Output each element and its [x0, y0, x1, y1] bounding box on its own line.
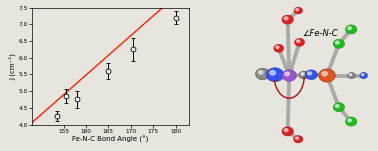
- Circle shape: [282, 70, 296, 81]
- Circle shape: [256, 68, 270, 80]
- Circle shape: [299, 71, 309, 79]
- Circle shape: [322, 72, 327, 76]
- Circle shape: [345, 25, 357, 34]
- Circle shape: [282, 15, 293, 24]
- Circle shape: [297, 40, 300, 42]
- Circle shape: [284, 129, 288, 132]
- Circle shape: [284, 17, 288, 20]
- Circle shape: [270, 71, 275, 75]
- Circle shape: [308, 72, 311, 75]
- Circle shape: [360, 72, 367, 79]
- Circle shape: [285, 72, 290, 76]
- Circle shape: [296, 9, 298, 11]
- Circle shape: [361, 74, 364, 76]
- Y-axis label: J (cm⁻¹): J (cm⁻¹): [9, 53, 17, 79]
- X-axis label: Fe-N-C Bond Angle (°): Fe-N-C Bond Angle (°): [72, 136, 149, 143]
- Circle shape: [336, 41, 339, 44]
- Circle shape: [305, 70, 318, 80]
- Circle shape: [294, 136, 303, 143]
- Circle shape: [301, 73, 304, 75]
- Circle shape: [333, 103, 345, 112]
- Circle shape: [336, 104, 339, 107]
- Circle shape: [349, 74, 352, 76]
- Circle shape: [348, 119, 352, 122]
- Circle shape: [296, 137, 298, 139]
- Circle shape: [345, 117, 357, 126]
- Circle shape: [274, 44, 284, 52]
- Circle shape: [348, 72, 355, 79]
- Text: ∠Fe-N-C: ∠Fe-N-C: [302, 29, 338, 38]
- Circle shape: [295, 38, 304, 46]
- Circle shape: [259, 71, 263, 74]
- Circle shape: [266, 68, 284, 82]
- Circle shape: [282, 127, 293, 136]
- Circle shape: [348, 27, 352, 30]
- Circle shape: [294, 7, 302, 14]
- Circle shape: [276, 46, 279, 48]
- Circle shape: [333, 39, 345, 48]
- Circle shape: [319, 69, 335, 82]
